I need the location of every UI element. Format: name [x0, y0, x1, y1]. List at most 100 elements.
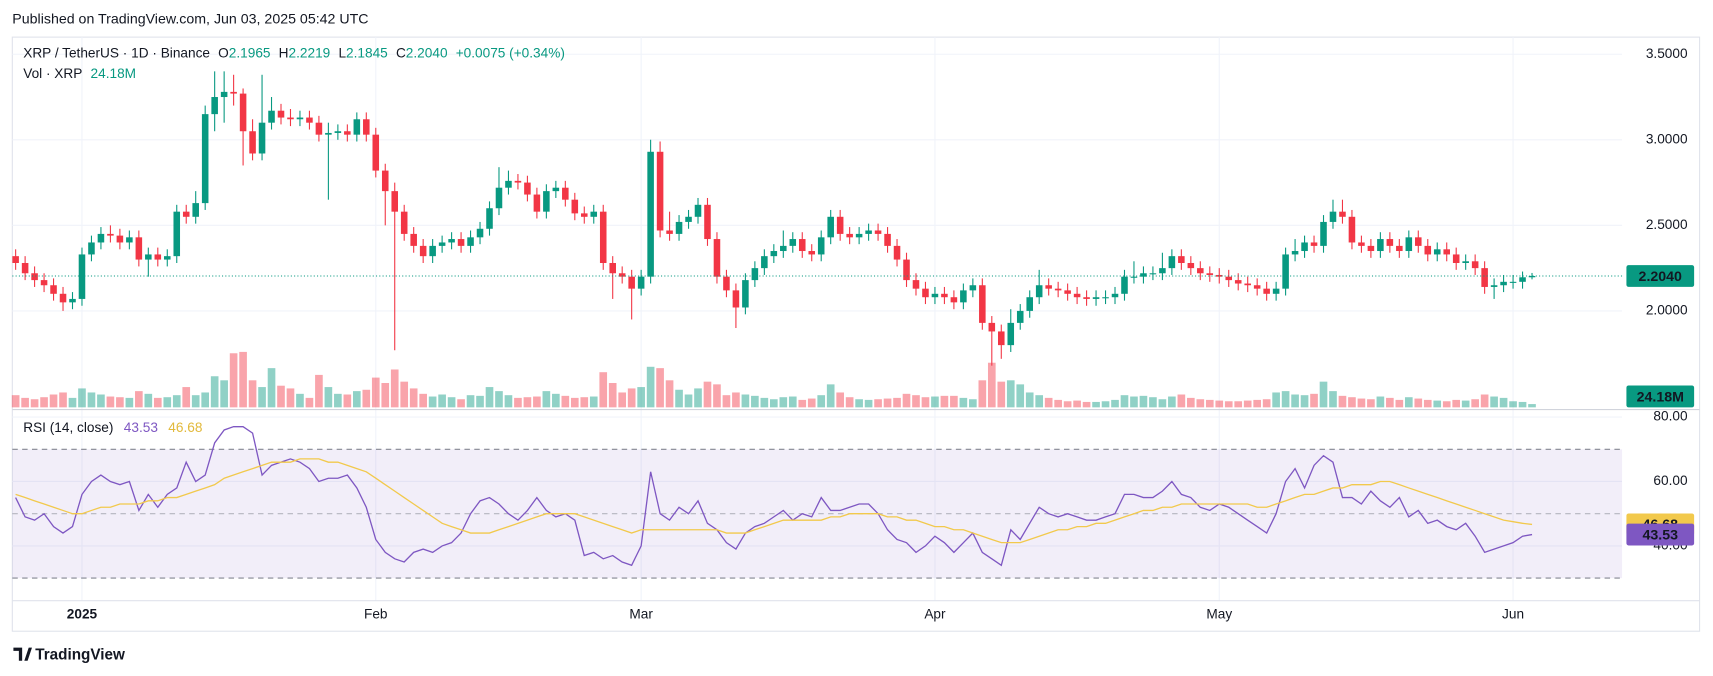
candle-body — [220, 91, 228, 98]
volume-bar — [1433, 400, 1442, 408]
volume-bar — [87, 392, 96, 408]
volume-bar — [1423, 399, 1432, 408]
candle-body — [751, 268, 759, 281]
rsi-value: 43.53 — [124, 420, 158, 435]
candle-body — [1301, 242, 1308, 252]
volume-bar — [135, 391, 143, 408]
candle-body — [543, 191, 550, 212]
candle-body — [1054, 288, 1062, 291]
candle-body — [694, 204, 702, 217]
legend-change: +0.0075 (+0.34%) — [456, 45, 565, 60]
candle-body — [306, 117, 313, 123]
candle-body — [960, 290, 967, 303]
candle-body — [363, 119, 370, 135]
candle-body — [1159, 268, 1166, 274]
volume-bar — [1357, 398, 1366, 408]
volume-bar — [172, 395, 181, 408]
volume-bar — [722, 395, 731, 408]
volume-bars — [11, 351, 1536, 408]
volume-bar — [352, 391, 361, 408]
volume-bar — [163, 397, 172, 408]
volume-bar — [694, 388, 702, 408]
candle-body — [874, 230, 882, 234]
volume-bar — [798, 399, 807, 408]
volume-bar — [1234, 401, 1243, 408]
volume-bar — [68, 397, 77, 408]
volume-bar — [381, 383, 390, 408]
volume-bar — [608, 383, 617, 408]
last-volume-label: 24.18M — [1637, 389, 1684, 405]
volume-bar — [523, 397, 532, 408]
symbol: XRP / TetherUS · 1D · Binance — [23, 45, 210, 60]
candle-body — [1073, 293, 1081, 298]
candle-body — [1083, 297, 1090, 299]
y-tick-label: 3.5000 — [1646, 46, 1688, 61]
volume-bar — [438, 394, 446, 408]
volume-bar — [770, 399, 778, 408]
volume-bar — [1386, 397, 1394, 408]
candle-body — [448, 239, 455, 243]
candle-body — [495, 187, 503, 209]
volume-bar — [1300, 395, 1309, 408]
volume-bar — [1063, 401, 1072, 408]
volume-bar — [902, 393, 911, 408]
volume-value: 24.18M — [91, 66, 136, 81]
candle-body — [391, 191, 399, 212]
volume-bar — [836, 392, 844, 408]
brand-name: TradingView — [35, 646, 125, 663]
candle-body — [1007, 322, 1015, 346]
volume-bar — [1073, 400, 1081, 408]
volume-bar — [893, 397, 901, 408]
candle-body — [334, 131, 342, 133]
candle-body — [723, 276, 730, 291]
candle-body — [400, 211, 408, 234]
volume-bar — [826, 384, 835, 408]
volume-bar — [589, 396, 598, 408]
volume-bar — [741, 394, 750, 408]
volume-bar — [1414, 398, 1423, 408]
volume-bar — [21, 397, 29, 408]
candle-body — [571, 199, 579, 214]
volume-bar — [153, 397, 162, 408]
volume-bar — [1480, 394, 1489, 408]
candle-body — [88, 242, 95, 255]
volume-bar — [49, 394, 58, 408]
candle-body — [618, 273, 626, 277]
volume-bar — [220, 380, 228, 408]
candle-body — [846, 233, 853, 238]
price-legend: XRP / TetherUS · 1D · Binance O2.1965 H2… — [23, 45, 565, 60]
volume-bar — [97, 394, 105, 408]
candle-body — [827, 216, 834, 238]
candle-body — [1206, 273, 1214, 275]
candle-body — [315, 122, 323, 135]
candle-body — [1452, 254, 1460, 263]
volume-bar — [324, 387, 333, 408]
volume-bar — [258, 387, 266, 408]
candle-body — [325, 132, 332, 135]
candle-body — [287, 117, 294, 120]
volume-bar — [514, 397, 522, 408]
candle-body — [562, 187, 569, 200]
volume-bar — [855, 399, 863, 408]
candle-body — [173, 211, 181, 257]
volume-bar — [1442, 401, 1451, 408]
candle-body — [988, 322, 996, 332]
volume-bar — [1490, 396, 1498, 408]
volume-bar — [874, 399, 882, 408]
volume-bar — [1376, 396, 1385, 408]
volume-bar — [978, 380, 987, 408]
volume-bar — [788, 396, 797, 408]
volume-label: Vol · XRP — [23, 66, 82, 81]
candle-body — [69, 298, 76, 303]
volume-bar — [201, 392, 210, 408]
volume-bar — [542, 391, 551, 408]
volume-bar — [959, 397, 968, 408]
candle-body — [675, 221, 683, 234]
candle-body — [599, 211, 607, 263]
volume-bar — [362, 389, 371, 408]
candle-body — [1045, 285, 1052, 289]
rsi-lines — [15, 426, 1533, 567]
volume-bar — [997, 381, 1006, 408]
candle-body — [1415, 237, 1422, 246]
